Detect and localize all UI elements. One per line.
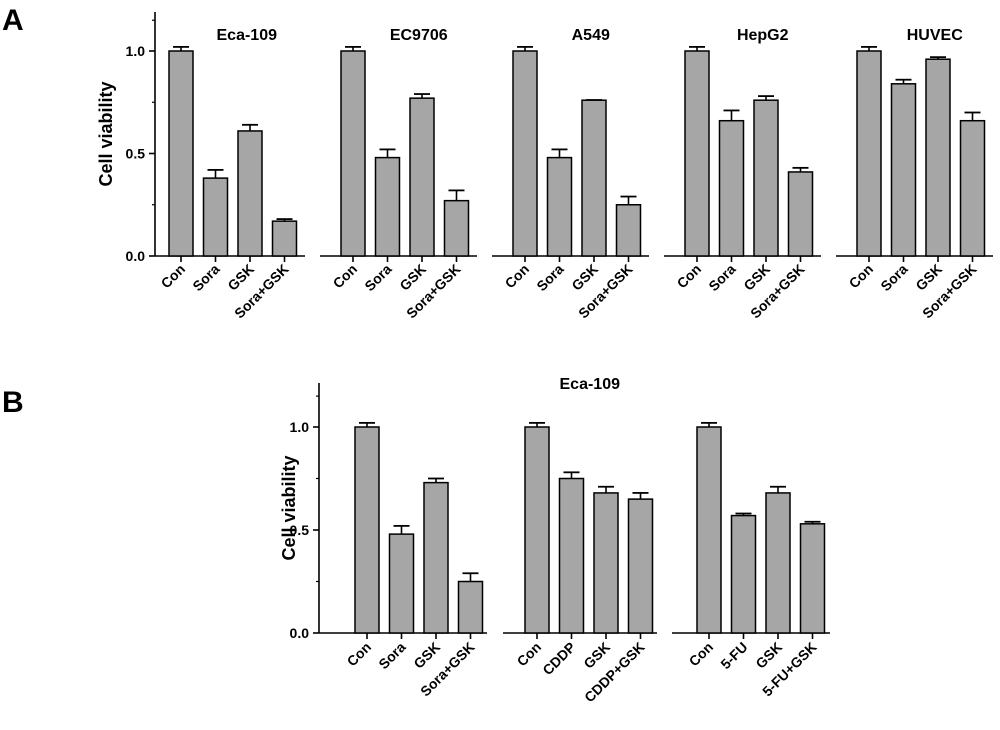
y-tick-label: 0.0 <box>290 625 310 641</box>
bar <box>204 178 228 256</box>
bar <box>926 59 950 256</box>
category-label: Con <box>514 639 545 670</box>
bar <box>525 427 549 633</box>
bar <box>697 427 721 633</box>
bar <box>459 582 483 634</box>
category-label: Sora <box>361 261 394 294</box>
group-title: HUVEC <box>907 27 963 44</box>
bar <box>169 51 193 256</box>
bar <box>685 51 709 256</box>
bar <box>273 221 297 256</box>
bar <box>424 483 448 633</box>
y-axis-label: Cell viability <box>96 81 116 186</box>
category-label: Sora <box>705 261 738 294</box>
bar <box>548 158 572 256</box>
chart-title: Eca-109 <box>560 376 621 393</box>
group-title: A549 <box>572 27 610 44</box>
panel-label: A <box>2 4 24 37</box>
bar <box>238 131 262 256</box>
bar <box>617 205 641 256</box>
category-label: Sora <box>189 261 222 294</box>
bar <box>789 172 813 256</box>
bar <box>341 51 365 256</box>
bar <box>560 479 584 634</box>
group-title: Eca-109 <box>217 27 278 44</box>
y-tick-label: 0.5 <box>126 146 146 162</box>
y-tick-label: 0.0 <box>126 248 146 264</box>
y-axis-label: Cell viability <box>279 455 299 560</box>
panel-label: B <box>2 386 24 419</box>
bar <box>720 121 744 256</box>
panel-b: B0.00.51.0Cell viabilityEca-109ConSoraGS… <box>2 376 830 705</box>
bar <box>355 427 379 633</box>
bar <box>961 121 985 256</box>
bar <box>629 499 653 633</box>
panel-a: A0.00.51.0Cell viabilityEca-109ConSoraGS… <box>2 4 993 321</box>
category-label: Con <box>158 261 189 292</box>
bar <box>390 534 414 633</box>
bar <box>445 201 469 256</box>
category-label: Sora <box>533 261 566 294</box>
bar <box>410 98 434 256</box>
category-label: 5-FU <box>717 639 750 672</box>
category-label: Sora <box>375 639 408 672</box>
category-label: Sora <box>877 261 910 294</box>
bar <box>582 100 606 256</box>
bar <box>892 84 916 256</box>
y-tick-label: 1.0 <box>290 419 310 435</box>
category-label: Con <box>846 261 877 292</box>
category-label: Con <box>686 639 717 670</box>
category-label: Con <box>502 261 533 292</box>
bar <box>513 51 537 256</box>
category-label: Con <box>344 639 375 670</box>
category-label: Con <box>674 261 705 292</box>
bar <box>801 524 825 633</box>
group-title: HepG2 <box>737 27 789 44</box>
y-tick-label: 1.0 <box>126 43 146 59</box>
bar <box>754 100 778 256</box>
group-title: EC9706 <box>390 27 448 44</box>
category-label: CDDP <box>539 639 578 678</box>
bar <box>766 493 790 633</box>
bar <box>376 158 400 256</box>
category-label: Con <box>330 261 361 292</box>
bar <box>732 516 756 633</box>
bar <box>594 493 618 633</box>
bar <box>857 51 881 256</box>
